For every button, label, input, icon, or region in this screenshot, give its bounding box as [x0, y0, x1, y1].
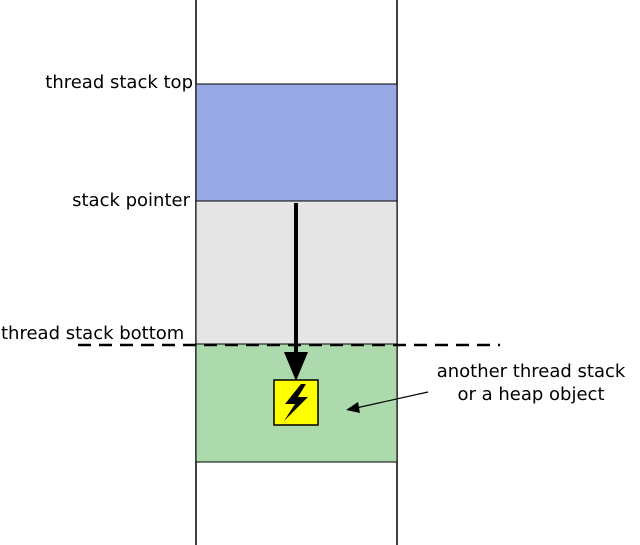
label-stack-pointer: stack pointer — [72, 190, 190, 211]
thread-stack-used-region — [195, 83, 398, 202]
label-other-region-line2: or a heap object — [457, 384, 604, 405]
label-other-region-line1: another thread stack — [437, 361, 626, 382]
annotation-arrowhead — [346, 402, 360, 413]
annotation-arrow-line — [355, 391, 429, 409]
label-thread-stack-bottom: thread stack bottom — [1, 323, 184, 344]
lightning-bolt-icon — [273, 379, 319, 426]
stack-growth-arrowhead — [284, 352, 308, 381]
label-thread-stack-top: thread stack top — [45, 72, 193, 93]
